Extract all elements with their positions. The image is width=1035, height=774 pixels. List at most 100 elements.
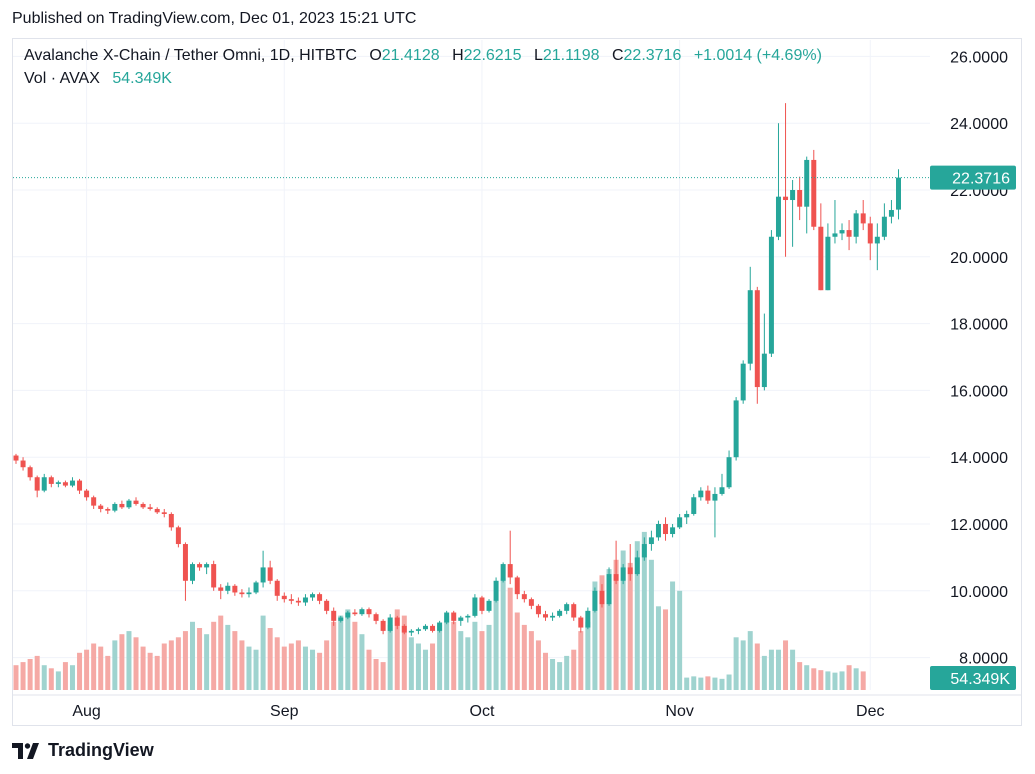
tradingview-footer: TradingView: [12, 740, 154, 761]
volume-label: Vol · AVAX: [24, 70, 100, 87]
candle-body: [401, 625, 407, 633]
volume-bar: [705, 676, 711, 690]
open-label: O: [369, 47, 382, 64]
candle-body: [324, 600, 330, 611]
candle-body: [380, 620, 386, 631]
chart-panel[interactable]: [12, 38, 1022, 726]
volume-bar: [69, 665, 75, 690]
candle-body: [564, 604, 570, 611]
candle-body: [274, 580, 280, 596]
volume-bar: [119, 634, 125, 690]
volume-bar: [310, 649, 316, 690]
volume-bar: [295, 640, 301, 690]
candle-body: [27, 467, 33, 478]
volume-bar: [387, 624, 393, 690]
y-tick-label: 12.0000: [950, 517, 1008, 534]
volume-bar: [352, 621, 358, 690]
candle-body: [754, 290, 760, 388]
volume-bar: [733, 637, 739, 690]
candle-body: [578, 617, 584, 628]
candle-body: [881, 216, 887, 237]
volume-bar: [846, 665, 852, 690]
candle-body: [712, 493, 718, 501]
volume-bar: [260, 615, 266, 690]
volume-bar: [408, 637, 414, 690]
volume-bar: [246, 646, 252, 690]
volume-legend: Vol · AVAX 54.349K: [24, 70, 172, 88]
candle-body: [832, 233, 838, 237]
volume-bar: [585, 621, 591, 690]
candle-body: [225, 585, 231, 591]
volume-bar: [479, 631, 485, 690]
tradingview-brand: TradingView: [48, 740, 154, 760]
candle-body: [161, 512, 167, 514]
volume-bar: [698, 677, 704, 690]
volume-bar: [204, 634, 210, 690]
published-notice: Published on TradingView.com, Dec 01, 20…: [12, 10, 417, 27]
volume-bar: [84, 649, 90, 690]
volume-bar: [359, 634, 365, 690]
last-price-marker: 22.3716 54.349K: [13, 165, 1016, 690]
volume-bar: [712, 677, 718, 690]
candle-body: [218, 587, 224, 591]
candles: [13, 103, 901, 636]
open-value: 21.4128: [381, 47, 440, 64]
volume-bar: [761, 655, 767, 690]
last-volume-label: 54.349K: [950, 671, 1010, 688]
candle-body: [867, 223, 873, 244]
volume-bar: [592, 581, 598, 690]
candle-body: [521, 594, 527, 600]
volume-bar: [267, 628, 273, 690]
candle-body: [246, 592, 252, 595]
candle-body: [888, 210, 894, 217]
candle-body: [98, 505, 104, 509]
candle-body: [147, 507, 153, 509]
volume-bar: [274, 637, 280, 690]
candle-body: [733, 400, 739, 458]
candle-body: [599, 590, 605, 605]
volume-bar: [98, 646, 104, 690]
volume-bar: [154, 655, 160, 690]
volume-bar: [790, 649, 796, 690]
volume-bar: [190, 621, 195, 690]
candle-body: [606, 574, 612, 605]
volume-bar: [239, 640, 245, 690]
volume-bar: [839, 671, 845, 690]
volume-bar: [783, 640, 789, 690]
candle-body: [790, 190, 796, 201]
candle-body: [585, 610, 591, 628]
volume-bar: [338, 615, 344, 690]
candle-body: [783, 196, 789, 201]
volume-bar: [126, 631, 132, 690]
candle-body: [719, 487, 725, 494]
candle-body: [331, 610, 337, 621]
volume-bar: [437, 624, 443, 690]
candle-body: [408, 630, 414, 633]
volume-bar: [27, 659, 33, 690]
candle-body: [705, 490, 711, 501]
volume-bar: [818, 670, 824, 690]
last-price-tag: [930, 165, 1016, 190]
volume-bar: [825, 671, 831, 690]
candle-body: [472, 597, 478, 616]
candle-body: [154, 508, 160, 513]
candle-body: [825, 236, 831, 291]
candle-body: [182, 544, 188, 581]
candle-body: [317, 594, 323, 601]
volume-bar: [77, 652, 83, 690]
volume-bar: [302, 646, 308, 690]
candle-body: [310, 594, 316, 598]
volume-bar: [161, 643, 167, 690]
candle-body: [41, 477, 47, 491]
volume-bar: [133, 637, 139, 690]
candle-body: [437, 622, 443, 631]
ohlc-legend: Avalanche X-Chain / Tether Omni, 1D, HIT…: [24, 47, 822, 65]
volume-bar: [430, 643, 436, 690]
close-label: C: [611, 47, 624, 64]
candle-body: [140, 503, 146, 508]
volume-bar: [811, 668, 817, 690]
candle-body: [677, 517, 683, 528]
candle-body: [112, 503, 118, 511]
y-tick-label: 14.0000: [950, 450, 1008, 467]
